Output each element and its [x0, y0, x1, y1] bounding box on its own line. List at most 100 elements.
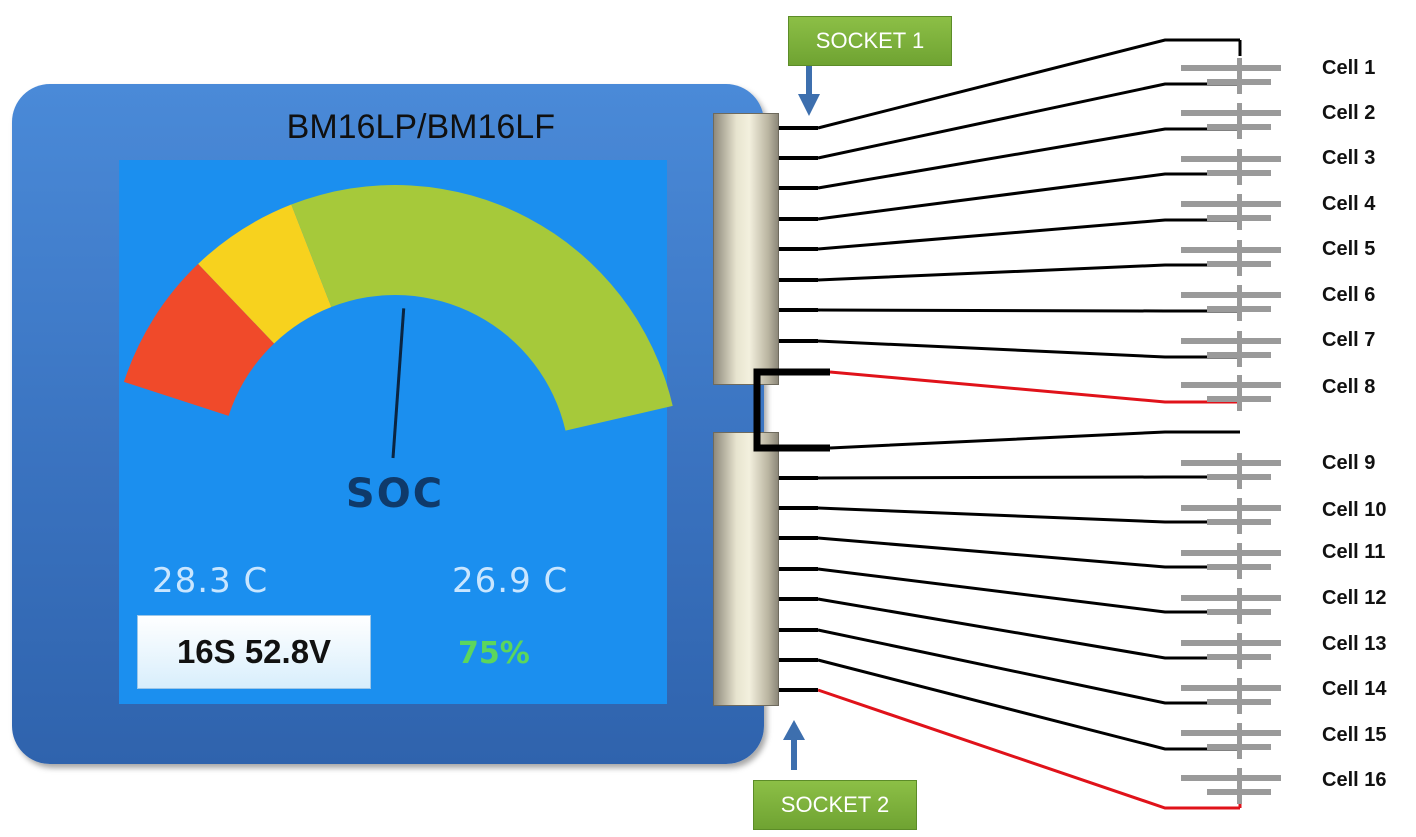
cell-label: Cell 9 — [1322, 452, 1376, 474]
battery-cell-icon — [1181, 723, 1281, 759]
wire — [817, 127, 1240, 190]
wire — [817, 38, 1240, 130]
cell-lead — [1237, 453, 1242, 489]
cell-long-plate — [1181, 201, 1281, 207]
cell-long-plate — [1181, 65, 1281, 71]
battery-cell-icon — [1181, 331, 1281, 367]
cell-lead — [1237, 678, 1242, 714]
cell-label: Cell 4 — [1322, 193, 1376, 215]
cell-label: Cell 7 — [1322, 329, 1376, 351]
cell-label: Cell 2 — [1322, 102, 1376, 124]
cell-lead — [1237, 149, 1242, 185]
battery-cell-icon — [1181, 633, 1281, 669]
cell-label: Cell 11 — [1322, 541, 1386, 563]
temperature-right: 26.9 C — [452, 561, 569, 601]
cell-label: Cell 14 — [1322, 678, 1387, 700]
battery-stack — [1181, 40, 1281, 808]
cell-long-plate — [1181, 550, 1281, 556]
wire — [817, 82, 1240, 160]
gauge-segment-green — [291, 184, 673, 431]
socket1-label: SOCKET 1 — [788, 16, 952, 66]
cell-long-plate — [1181, 730, 1281, 736]
battery-cell-icon — [1181, 588, 1281, 624]
battery-cell-icon — [1181, 543, 1281, 579]
pack-config-box: 16S 52.8V — [137, 615, 371, 689]
wire — [817, 172, 1240, 221]
socket-arrows — [783, 66, 820, 770]
wire-red — [829, 370, 1240, 404]
cell-long-plate — [1181, 505, 1281, 511]
soc-percent: 75% — [458, 636, 530, 671]
wire — [817, 263, 1240, 282]
cell-long-plate — [1181, 382, 1281, 388]
wire — [817, 475, 1240, 480]
battery-cell-icon — [1181, 453, 1281, 489]
wires — [817, 38, 1240, 810]
gauge-segment-red — [123, 263, 275, 416]
cell-long-plate — [1181, 685, 1281, 691]
wire — [817, 218, 1240, 251]
cell-lead — [1237, 103, 1242, 139]
wire-red — [817, 688, 1240, 810]
battery-cell-icon — [1181, 103, 1281, 139]
arrow-up-icon — [783, 720, 805, 770]
gauge-segment-yellow — [198, 204, 332, 344]
cell-long-plate — [1181, 292, 1281, 298]
battery-cell-icon — [1181, 678, 1281, 714]
cell-label: Cell 16 — [1322, 769, 1387, 791]
cell-lead — [1237, 768, 1242, 804]
cell-long-plate — [1181, 460, 1281, 466]
device-title: BM16LP/BM16LF — [286, 108, 555, 146]
cell-label: Cell 12 — [1322, 587, 1387, 609]
cell-lead — [1237, 58, 1242, 94]
cell-label: Cell 15 — [1322, 724, 1387, 746]
battery-cell-icon — [1181, 58, 1281, 94]
cell-lead — [1237, 331, 1242, 367]
temperature-left: 28.3 C — [152, 561, 269, 601]
battery-cell-icon — [1181, 498, 1281, 534]
cell-long-plate — [1181, 156, 1281, 162]
wire — [817, 597, 1240, 660]
cell-lead — [1237, 285, 1242, 321]
cell-long-plate — [1181, 338, 1281, 344]
cell-long-plate — [1181, 775, 1281, 781]
cell-lead — [1237, 633, 1242, 669]
socket-bridge-wire — [753, 368, 830, 452]
bridge-wire — [753, 368, 830, 452]
cell-long-plate — [1181, 595, 1281, 601]
cell-label: Cell 6 — [1322, 284, 1376, 306]
cell-long-plate — [1181, 247, 1281, 253]
socket1-connector[interactable] — [713, 113, 779, 385]
cell-label: Cell 13 — [1322, 633, 1387, 655]
cell-label: Cell 10 — [1322, 499, 1387, 521]
cell-label: Cell 5 — [1322, 238, 1376, 260]
battery-cell-icon — [1181, 240, 1281, 276]
socket2-label: SOCKET 2 — [753, 780, 917, 830]
cell-lead — [1237, 498, 1242, 534]
cell-lead — [1237, 543, 1242, 579]
battery-cell-icon — [1181, 285, 1281, 321]
battery-cell-icon — [1181, 375, 1281, 411]
cell-lead — [1237, 375, 1242, 411]
wire — [817, 506, 1240, 524]
battery-cell-icon — [1181, 194, 1281, 230]
gauge-needle — [391, 308, 406, 459]
cell-lead — [1237, 240, 1242, 276]
connector-pins — [779, 126, 830, 692]
cell-lead — [1237, 723, 1242, 759]
wire — [817, 308, 1240, 313]
cell-lead — [1237, 588, 1242, 624]
cell-long-plate — [1181, 640, 1281, 646]
socket2-connector[interactable] — [713, 432, 779, 706]
gauge-label: SOC — [346, 471, 444, 517]
arrow-down-icon — [798, 66, 820, 116]
cell-label: Cell 1 — [1322, 57, 1376, 79]
cell-label: Cell 8 — [1322, 376, 1376, 398]
cell-long-plate — [1181, 110, 1281, 116]
wire — [817, 628, 1240, 705]
wire — [829, 430, 1240, 450]
cell-label: Cell 3 — [1322, 147, 1376, 169]
battery-cell-icon — [1181, 768, 1281, 804]
